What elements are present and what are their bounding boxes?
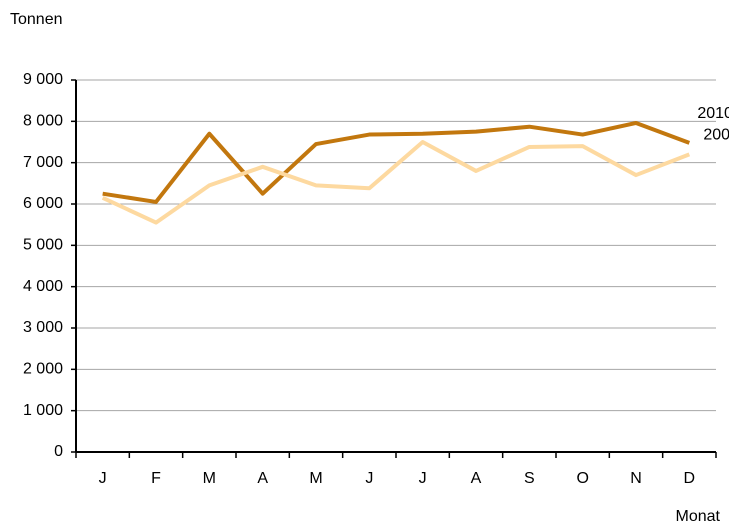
x-tick-label: D: [684, 470, 696, 487]
y-tick-label: 9 000: [23, 71, 63, 88]
y-tick-label: 4 000: [23, 278, 63, 295]
x-tick-label: J: [99, 470, 107, 487]
y-tick-label: 3 000: [23, 319, 63, 336]
series-label: 2010: [697, 105, 729, 122]
x-tick-label: M: [203, 470, 216, 487]
x-tick-label: J: [419, 470, 427, 487]
x-tick-label: A: [257, 470, 268, 487]
x-tick-label: A: [471, 470, 482, 487]
line-series: [102, 120, 691, 204]
x-tick-label: S: [524, 470, 535, 487]
y-axis-label: Tonnen: [10, 11, 63, 28]
y-tick-label: 5 000: [23, 237, 63, 254]
line-series: [101, 140, 691, 225]
x-axis-label: Monat: [676, 508, 721, 525]
x-tick-label: N: [630, 470, 642, 487]
x-tick-label: F: [151, 470, 161, 487]
y-tick-label: 0: [54, 443, 63, 460]
x-tick-label: O: [576, 470, 588, 487]
y-tick-label: 6 000: [23, 195, 63, 212]
x-tick-label: J: [365, 470, 373, 487]
series-label: 2009: [703, 127, 729, 144]
y-tick-label: 2 000: [23, 361, 63, 378]
y-tick-label: 7 000: [23, 154, 63, 171]
x-tick-label: M: [309, 470, 322, 487]
y-tick-label: 8 000: [23, 113, 63, 130]
y-tick-label: 1 000: [23, 402, 63, 419]
